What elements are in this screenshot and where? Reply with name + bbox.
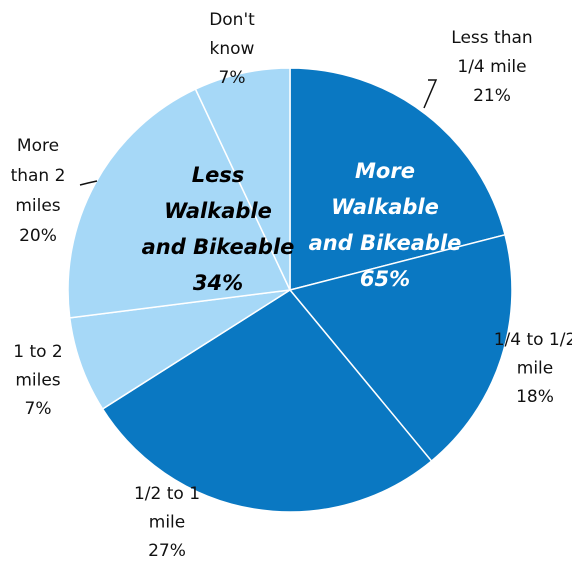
- pie-slice: [101, 289, 433, 513]
- group-value: 34%: [193, 271, 243, 295]
- pie-slice: [289, 67, 506, 291]
- group-label: Less: [192, 163, 245, 187]
- group-label: Walkable: [331, 195, 439, 219]
- group-label: More: [355, 159, 415, 183]
- value-label: 27%: [148, 541, 186, 561]
- slice-label: miles: [15, 196, 60, 216]
- pie-slice: [67, 88, 292, 319]
- slice-label: Don't: [209, 10, 255, 30]
- value-label: 7%: [219, 68, 246, 88]
- slice-label: know: [210, 39, 255, 59]
- slice-label: 1/4 mile: [457, 57, 526, 77]
- slice-label: mile: [517, 359, 553, 379]
- group-value: 65%: [360, 267, 410, 291]
- slice-label: 1/4 to 1/2: [494, 330, 572, 350]
- slice-label: More: [17, 136, 59, 156]
- value-label: 20%: [19, 226, 57, 246]
- pie: [67, 67, 513, 513]
- slice-label: 1 to 2: [13, 342, 63, 362]
- leader-line: [79, 180, 98, 186]
- pie-slice: [194, 67, 291, 291]
- slice-label: miles: [15, 371, 60, 391]
- value-label: 18%: [516, 387, 554, 407]
- value-label: 21%: [473, 86, 511, 106]
- group-label: Walkable: [164, 199, 272, 223]
- slice-label: than 2: [11, 166, 66, 186]
- slice-label: 1/2 to 1: [134, 484, 200, 504]
- slice-label: mile: [149, 513, 185, 533]
- pie-slice: [288, 233, 513, 463]
- group-label: and Bikeable: [142, 235, 295, 259]
- slice-label: Less than: [451, 28, 532, 48]
- leader-line: [423, 79, 438, 109]
- value-label: 7%: [25, 399, 52, 419]
- group-label: and Bikeable: [309, 231, 462, 255]
